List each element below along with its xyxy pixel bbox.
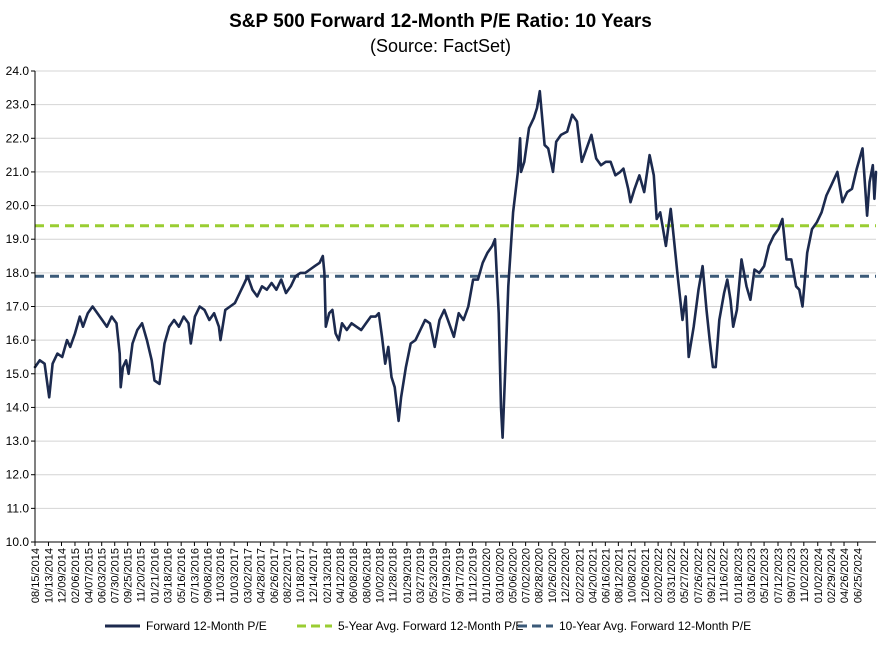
x-tick-label: 06/16/2021 [600,548,612,603]
x-tick-label: 08/15/2014 [30,548,42,603]
x-tick-label: 02/22/2021 [574,548,586,603]
axes [34,71,876,543]
x-tick-label: 11/20/2015 [136,548,148,602]
y-tick-label: 13.0 [6,434,30,448]
forward-pe-line [33,89,878,439]
x-tick-label: 03/18/2016 [163,548,175,603]
average-lines [35,224,876,278]
y-tick-label: 19.0 [6,232,30,246]
x-tick-label: 01/18/2023 [733,548,745,603]
x-axis-tick-labels: 08/15/2014 10/13/2014 12/09/2014 02/06/2015… [30,548,865,603]
x-tick-label: 09/08/2016 [202,548,214,603]
gridlines [31,70,876,546]
x-tick-label: 04/20/2021 [587,548,599,603]
y-tick-label: 16.0 [6,333,30,347]
x-tick-label: 07/13/2016 [189,548,201,603]
y-axis-tick-labels: 10.0 11.0 12.0 13.0 14.0 15.0 16.0 17.0 18.0 19.0… [6,64,30,549]
x-tick-label: 02/13/2018 [322,548,334,603]
x-tick-label: 11/03/2016 [215,548,227,602]
x-tick-label: 04/07/2015 [84,548,96,603]
x-tick-label: 01/02/2024 [813,548,825,603]
y-tick-label: 15.0 [6,367,30,381]
y-tick-label: 11.0 [7,501,30,515]
y-tick-label: 17.0 [6,300,30,314]
y-tick-label: 14.0 [6,400,30,414]
x-tick-label: 10/13/2014 [43,548,55,603]
x-tick-label: 07/19/2019 [441,548,453,603]
x-tick-label: 09/21/2022 [706,548,718,603]
x-tick-label: 10/26/2020 [547,548,559,603]
y-tick-label: 10.0 [6,535,30,549]
x-tick-label: 05/12/2023 [759,548,771,603]
x-tick-label: 03/10/2020 [495,548,507,603]
legend-item: Forward 12-Month P/E [105,619,267,633]
y-tick-label: 20.0 [6,199,30,213]
y-tick-label: 23.0 [6,98,30,112]
chart-subtitle: (Source: FactSet) [370,36,511,56]
x-tick-label: 06/26/2017 [269,548,281,603]
legend: Forward 12-Month P/E 5-Year Avg. Forward … [105,619,751,633]
legend-label: 10-Year Avg. Forward 12-Month P/E [559,619,751,633]
y-tick-label: 22.0 [6,131,30,145]
x-tick-label: 10/02/2018 [375,548,387,603]
x-tick-label: 03/02/2017 [242,548,254,603]
x-tick-label: 02/29/2024 [826,548,838,603]
x-tick-label: 06/03/2015 [97,548,109,603]
x-tick-label: 08/22/2017 [282,548,294,603]
x-tick-label: 03/31/2022 [666,548,678,603]
x-tick-label: 02/06/2015 [70,548,82,603]
x-tick-label: 07/12/2023 [773,548,785,603]
x-tick-label: 08/06/2018 [362,548,374,603]
legend-item: 5-Year Avg. Forward 12-Month P/E [297,619,523,633]
x-tick-label: 10/18/2017 [295,548,307,603]
x-tick-label: 11/28/2018 [388,548,400,602]
x-tick-label: 07/30/2015 [110,548,122,603]
x-tick-label: 08/28/2020 [534,548,546,603]
x-tick-label: 01/29/2019 [402,548,414,603]
y-tick-label: 18.0 [6,266,30,280]
x-tick-label: 12/09/2014 [56,548,68,603]
x-tick-label: 01/03/2017 [229,548,241,603]
x-tick-label: 04/26/2024 [839,548,851,603]
x-tick-label: 04/28/2017 [255,548,267,603]
x-tick-label: 09/25/2015 [123,548,135,603]
x-tick-label: 11/12/2019 [467,548,479,602]
x-tick-label: 11/02/2023 [799,548,811,602]
x-tick-label: 08/12/2021 [613,548,625,603]
x-tick-label: 11/16/2022 [719,548,731,602]
x-tick-label: 01/21/2016 [150,548,162,603]
series-layer [33,89,878,439]
y-tick-label: 21.0 [6,165,30,179]
legend-label: 5-Year Avg. Forward 12-Month P/E [338,619,523,633]
x-tick-label: 05/27/2022 [679,548,691,603]
x-tick-label: 01/10/2020 [481,548,493,603]
x-tick-label: 12/22/2020 [560,548,572,603]
x-tick-label: 07/02/2020 [521,548,533,603]
x-tick-label: 07/26/2022 [693,548,705,603]
x-tick-label: 12/14/2017 [308,548,320,603]
x-tick-label: 03/16/2023 [746,548,758,603]
x-tick-label: 05/23/2019 [428,548,440,603]
y-tick-label: 24.0 [6,64,30,78]
x-tick-label: 10/08/2021 [626,548,638,603]
x-tick-label: 04/12/2018 [335,548,347,603]
x-tick-label: 03/27/2019 [415,548,427,603]
x-tick-label: 05/16/2016 [176,548,188,603]
x-tick-label: 09/17/2019 [455,548,467,603]
y-tick-label: 12.0 [6,468,30,482]
x-tick-label: 05/06/2020 [508,548,520,603]
x-tick-label: 02/02/2022 [653,548,665,603]
legend-label: Forward 12-Month P/E [146,619,267,633]
legend-item: 10-Year Avg. Forward 12-Month P/E [518,619,751,633]
x-tick-label: 06/08/2018 [348,548,360,603]
x-tick-label: 09/07/2023 [786,548,798,603]
x-tick-label: 06/25/2024 [853,548,865,603]
chart-title: S&P 500 Forward 12-Month P/E Ratio: 10 Y… [229,11,652,32]
x-tick-label: 12/06/2021 [640,548,652,603]
